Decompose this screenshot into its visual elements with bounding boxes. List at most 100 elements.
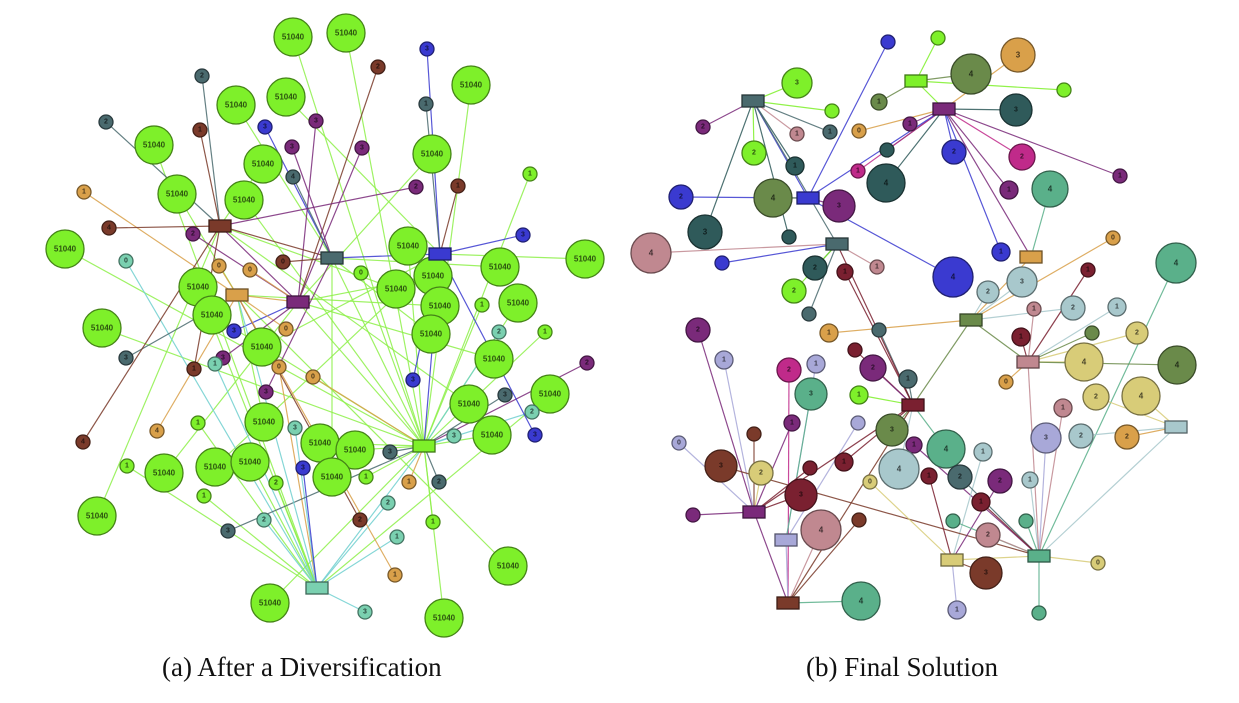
small-node: 1 (1021, 471, 1039, 489)
small-node: 2 (98, 114, 114, 130)
node-label: 1 (999, 249, 1003, 256)
graph-edge (857, 108, 945, 172)
small-node: 3 (295, 460, 311, 476)
hub-node (741, 94, 765, 108)
small-node: 0 (275, 254, 291, 270)
node-label: 4 (649, 249, 654, 258)
graph-edge (312, 376, 425, 447)
hub-node (225, 288, 249, 302)
node-label: 1 (912, 442, 916, 449)
graph-edge (219, 225, 470, 405)
small-node: 2 (748, 460, 774, 486)
node-label: 1 (543, 329, 547, 336)
node-label: 3 (360, 145, 364, 152)
small-node: 0 (862, 474, 878, 490)
hub-node (208, 219, 232, 233)
node-label: 1 (842, 459, 846, 466)
large-node: 51040 (411, 314, 451, 354)
node-label: 1 (431, 519, 435, 526)
graph-edge (752, 100, 831, 133)
node-label: 51040 (143, 141, 166, 150)
node-label: 2 (792, 288, 796, 295)
hub-node (776, 596, 800, 610)
node-label: 51040 (233, 196, 256, 205)
graph-edge (331, 257, 425, 447)
node-label: 1 (927, 473, 931, 480)
node-label: 3 (719, 463, 723, 470)
small-node: 3 (405, 372, 421, 388)
graph-edge (153, 144, 318, 589)
large-node: 51040 (134, 125, 174, 165)
graph-edge (423, 331, 546, 447)
node-label: 3 (984, 570, 988, 577)
large-node: 4 (878, 448, 920, 490)
small-node: 1 (789, 126, 805, 142)
node-label: 1 (407, 479, 411, 486)
node-label: 1 (424, 101, 428, 108)
small-node: 3 (497, 387, 513, 403)
large-node: 4 (926, 429, 966, 469)
node-label: 3 (799, 492, 803, 499)
small-node: 1 (947, 600, 967, 620)
graph-edge (1038, 437, 1047, 557)
small-node: 3 (226, 323, 242, 339)
node-label: 2 (414, 184, 418, 191)
large-node: 4 (753, 178, 793, 218)
large-node: 51040 (230, 442, 270, 482)
graph-edge (951, 480, 1001, 561)
small-node: 2 (1114, 424, 1140, 450)
small-node: 0 (353, 265, 369, 281)
small-node: 1 (834, 452, 854, 472)
small-node (930, 30, 946, 46)
graph-edge (704, 100, 754, 233)
small-node (1056, 82, 1072, 98)
hub-node (825, 237, 849, 251)
large-node: 51040 (312, 457, 352, 497)
graph-edge (869, 481, 953, 561)
small-node: 1 (389, 529, 405, 545)
large-node: 51040 (242, 327, 282, 367)
node-label: 1 (528, 171, 532, 178)
graph-edge (423, 445, 434, 523)
small-node: 3 (257, 119, 273, 135)
node-label: 4 (291, 174, 295, 181)
node-label: 4 (1174, 259, 1179, 268)
node-label: 2 (752, 150, 756, 157)
large-node: 51040 (45, 229, 85, 269)
small-node: 2 (975, 522, 1001, 548)
graph-edge (439, 234, 524, 255)
small-node: 1 (714, 350, 734, 370)
small-node: 4 (285, 169, 301, 185)
node-label: 3 (301, 465, 305, 472)
node-label: 3 (703, 228, 708, 237)
node-label: 2 (530, 409, 534, 416)
node-label: 0 (359, 270, 363, 277)
node-label: 1 (790, 420, 794, 427)
node-label: 3 (1014, 107, 1018, 114)
large-node: 4 (1031, 170, 1069, 208)
small-node: 2 (1068, 423, 1094, 449)
node-label: 3 (809, 391, 813, 398)
large-node: 3 (1000, 37, 1036, 73)
graph-edge (1029, 479, 1040, 557)
large-node: 51040 (195, 447, 235, 487)
node-label: 2 (998, 478, 1002, 485)
small-node: 1 (836, 263, 854, 281)
graph-edge (316, 536, 398, 589)
node-label: 4 (944, 445, 949, 454)
large-node: 4 (950, 53, 992, 95)
graph-edge (203, 495, 318, 589)
large-node: 51040 (266, 77, 306, 117)
graph-edge (753, 422, 793, 513)
node-label: 2 (585, 360, 589, 367)
node-label: 4 (1048, 185, 1053, 194)
graph-edge (721, 243, 838, 264)
graph-edge (1027, 308, 1035, 363)
node-label: 1 (1086, 267, 1090, 274)
small-node (781, 229, 797, 245)
small-node: 2 (859, 354, 887, 382)
node-label: 2 (759, 470, 763, 477)
small-node: 2 (947, 464, 973, 490)
small-node: 1 (1080, 262, 1096, 278)
node-label: 51040 (422, 272, 445, 281)
